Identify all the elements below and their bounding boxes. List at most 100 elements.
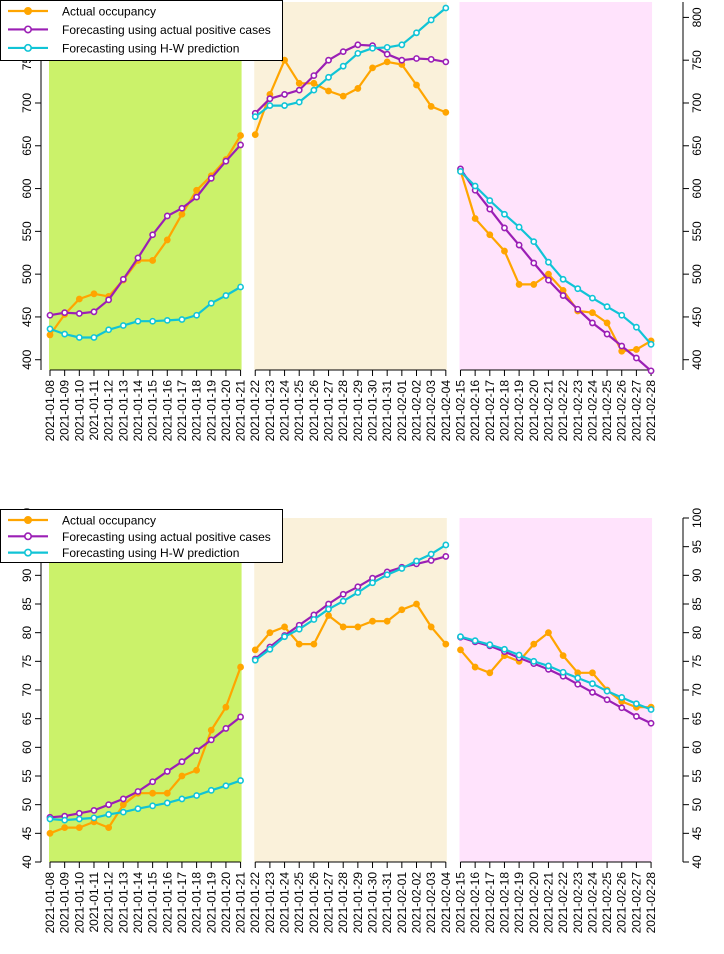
data-point-hw — [46, 325, 54, 333]
data-point-positive — [61, 309, 69, 317]
data-point-hw — [266, 645, 274, 653]
data-point-positive — [530, 259, 538, 267]
y-tick-label-left: 60 — [20, 740, 34, 754]
legend-marker-hw — [23, 43, 32, 52]
x-tick-label: 2021-01-28 — [336, 380, 350, 442]
x-tick-label: 2021-01-15 — [146, 380, 160, 442]
data-point-positive — [383, 50, 391, 58]
data-point-hw — [574, 674, 582, 682]
data-point-hw — [515, 651, 523, 659]
y-tick-label-left: 450 — [20, 307, 34, 327]
x-tick-label: 2021-02-01 — [395, 380, 409, 442]
data-point-hw — [501, 210, 508, 218]
data-point-positive — [105, 296, 113, 304]
data-point-actual — [149, 257, 157, 264]
data-point-hw — [90, 334, 98, 341]
data-point-hw — [61, 816, 69, 824]
chart-bed-occupancy: 400 400 450 450 500 500 550 550 600 600 650 650 700 7… — [0, 0, 704, 442]
x-tick-label: 2021-02-24 — [585, 872, 599, 934]
x-tick-label: 2021-01-18 — [190, 872, 204, 934]
data-point-positive — [618, 704, 626, 712]
data-point-hw — [545, 662, 552, 670]
legend-marker-actual — [23, 7, 32, 16]
x-tick-label: 2021-01-21 — [234, 380, 248, 442]
data-point-actual — [281, 623, 288, 631]
x-tick-label: 2021-01-08 — [43, 380, 57, 442]
y-tick-label-right: 80 — [690, 626, 704, 640]
data-point-hw — [530, 238, 538, 246]
data-point-hw — [134, 317, 142, 325]
x-tick-label: 2021-01-26 — [307, 872, 321, 934]
data-point-hw — [501, 645, 508, 653]
data-point-actual — [501, 247, 508, 255]
data-point-actual — [442, 640, 450, 648]
data-point-hw — [413, 557, 420, 565]
x-tick-label: 2021-01-09 — [58, 380, 72, 442]
data-point-hw — [383, 571, 391, 579]
y-tick-label-right: 600 — [690, 178, 704, 198]
data-point-hw — [354, 49, 362, 57]
x-tick-label: 2021-01-25 — [292, 872, 306, 934]
y-tick-label-left: 75 — [20, 654, 34, 668]
x-tick-label: 2021-01-11 — [87, 872, 101, 933]
data-point-hw — [193, 792, 200, 799]
x-tick-label: 2021-02-27 — [629, 872, 643, 934]
y-tick-label-left: 600 — [20, 178, 34, 198]
data-point-positive — [633, 712, 640, 720]
data-point-hw — [486, 641, 494, 649]
data-point-hw — [295, 98, 303, 106]
data-point-actual — [251, 131, 259, 139]
y-tick-label-left: 500 — [20, 264, 34, 284]
y-tick-label-left: 65 — [20, 712, 34, 726]
y-tick-label-left: 80 — [20, 626, 34, 640]
data-point-hw — [119, 808, 127, 816]
data-point-positive — [266, 95, 274, 103]
data-point-positive — [134, 788, 142, 795]
data-point-actual — [237, 663, 244, 671]
data-point-positive — [618, 342, 626, 350]
data-point-hw — [442, 541, 450, 549]
data-point-positive — [75, 809, 83, 817]
y-tick-label-right: 55 — [690, 769, 704, 783]
period-region-2 — [254, 518, 447, 862]
x-tick-label: 2021-01-25 — [292, 380, 306, 442]
data-point-hw — [105, 326, 113, 334]
data-point-hw — [398, 41, 406, 49]
data-point-positive — [90, 807, 98, 814]
data-point-positive — [119, 275, 127, 283]
x-tick-label: 2021-02-18 — [497, 380, 511, 442]
x-tick-label: 2021-01-14 — [131, 872, 145, 934]
data-point-actual — [310, 79, 318, 87]
x-tick-label: 2021-01-12 — [102, 380, 116, 442]
data-point-hw — [603, 303, 611, 311]
data-point-positive — [119, 795, 127, 803]
period-region-1 — [49, 518, 242, 862]
data-point-positive — [559, 292, 567, 299]
legend-marker-hw — [23, 548, 32, 557]
data-point-actual — [413, 81, 420, 89]
x-tick-label: 2021-01-20 — [219, 872, 233, 934]
data-point-hw — [339, 62, 347, 70]
legend-marker-positive — [23, 532, 32, 541]
data-point-hw — [603, 687, 611, 695]
data-point-actual — [369, 64, 376, 72]
data-point-actual — [266, 629, 274, 637]
data-point-positive — [207, 736, 215, 744]
data-point-actual — [46, 829, 54, 837]
x-tick-label: 2021-02-03 — [424, 380, 438, 442]
y-tick-label-right: 650 — [690, 135, 704, 155]
data-point-hw — [647, 340, 655, 348]
data-point-hw — [633, 700, 640, 708]
x-tick-label: 2021-01-30 — [366, 380, 380, 442]
data-point-positive — [193, 747, 200, 755]
x-tick-label: 2021-02-20 — [527, 380, 541, 442]
x-tick-label: 2021-02-02 — [410, 872, 424, 934]
data-point-actual — [457, 646, 464, 654]
x-tick-label: 2021-01-27 — [322, 380, 336, 442]
y-tick-label-right: 100 — [690, 508, 704, 528]
y-tick-label-right: 500 — [690, 264, 704, 284]
y-tick-label-right: 750 — [690, 50, 704, 70]
y-tick-label-left: 650 — [20, 135, 34, 155]
data-point-hw — [559, 275, 567, 283]
data-point-positive — [310, 72, 318, 79]
